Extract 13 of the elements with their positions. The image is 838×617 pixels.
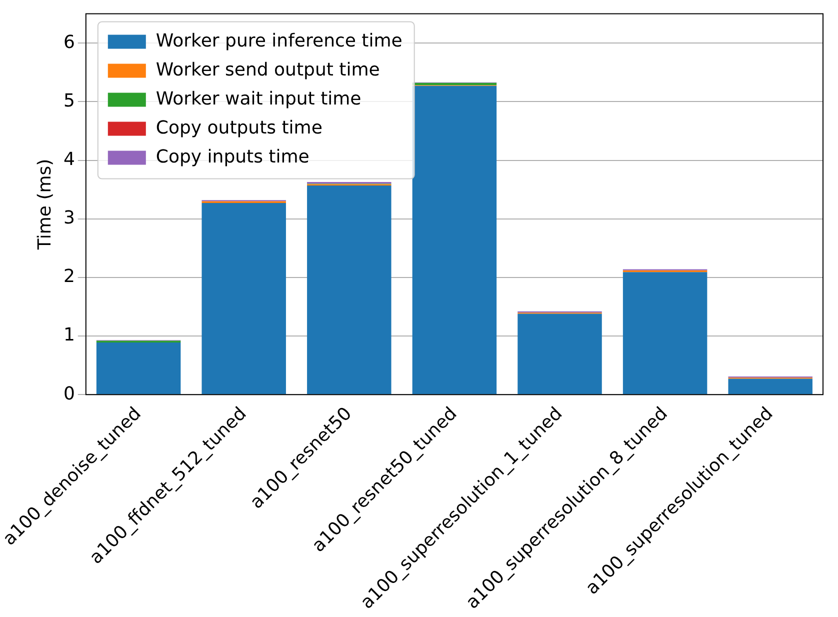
legend-label: Worker pure inference time	[156, 30, 402, 52]
legend-label: Copy outputs time	[156, 117, 322, 138]
y-tick-label: 2	[63, 266, 75, 288]
y-tick-label: 6	[63, 32, 75, 53]
y-tick-label: 4	[63, 148, 75, 170]
legend-label: Copy inputs time	[156, 146, 310, 168]
y-tick-label: 3	[63, 208, 75, 229]
y-tick-label: 0	[63, 383, 75, 404]
y-axis-title: Time (ms)	[34, 158, 56, 251]
y-tick-label: 5	[63, 90, 75, 112]
legend-label: Worker send output time	[156, 59, 380, 80]
y-tick-label: 1	[63, 324, 75, 346]
legend-label: Worker wait input time	[156, 88, 362, 110]
